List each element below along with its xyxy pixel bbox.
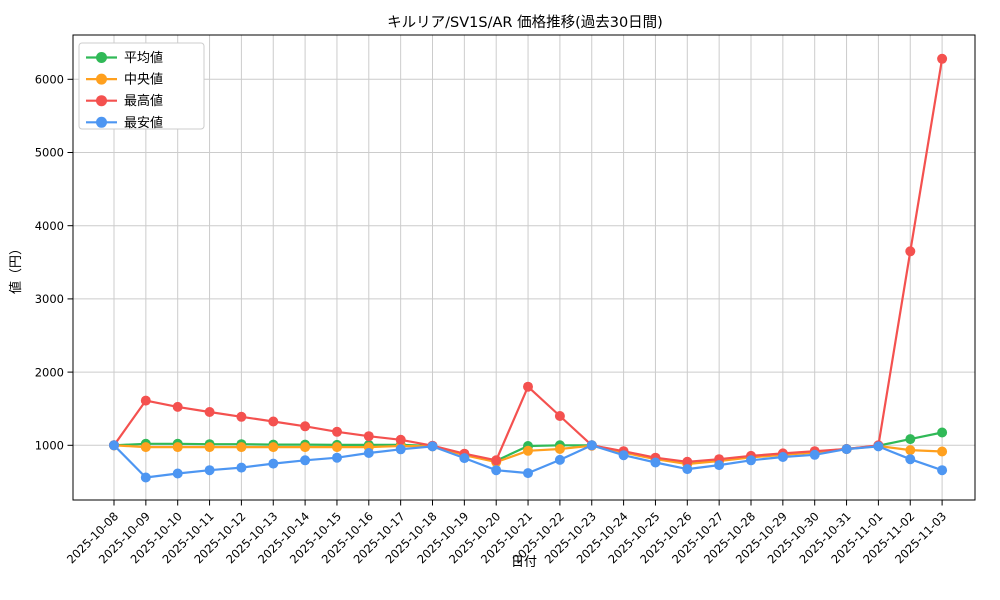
data-point	[714, 460, 725, 471]
legend-item-label: 最高値	[124, 93, 163, 109]
y-tick-label: 4000	[35, 219, 64, 233]
data-point	[363, 448, 374, 458]
data-point	[395, 434, 406, 445]
data-point	[332, 452, 342, 463]
legend-marker	[96, 52, 107, 63]
data-point	[618, 450, 629, 461]
chart-title: キルリア/SV1S/AR 価格推移(過去30日間)	[387, 14, 663, 31]
data-point	[937, 465, 948, 476]
data-point	[236, 411, 247, 422]
data-point	[332, 426, 342, 437]
legend-item-平均値: 平均値	[86, 50, 163, 66]
data-point	[523, 445, 533, 456]
data-point	[905, 454, 916, 465]
y-tick-label: 2000	[35, 365, 64, 379]
data-point	[363, 431, 374, 442]
data-point	[204, 465, 215, 476]
data-point	[682, 456, 693, 467]
data-point	[873, 441, 884, 452]
data-point	[268, 416, 279, 427]
data-point	[777, 452, 788, 462]
data-point	[459, 453, 470, 464]
data-point	[491, 465, 502, 476]
legend-box	[78, 42, 205, 130]
y-tick-label: 5000	[35, 146, 64, 160]
data-point	[204, 407, 215, 417]
data-point	[300, 455, 311, 466]
data-point	[332, 442, 342, 453]
data-point	[937, 427, 948, 438]
data-point	[172, 401, 183, 412]
data-point	[905, 445, 916, 456]
legend-marker	[96, 116, 107, 128]
legend-item-label: 最安値	[124, 115, 163, 131]
data-point	[109, 440, 119, 451]
data-point	[236, 442, 247, 453]
data-point	[650, 457, 661, 468]
data-point	[395, 444, 406, 455]
data-point	[586, 440, 597, 451]
data-point	[841, 444, 852, 455]
data-point	[140, 472, 151, 483]
data-point	[905, 246, 916, 257]
x-axis-label: 日付	[511, 555, 537, 570]
data-point	[204, 442, 215, 453]
data-point	[937, 446, 948, 457]
series-layer	[109, 53, 948, 483]
data-point	[746, 455, 756, 466]
data-point	[140, 442, 151, 453]
data-point	[554, 411, 565, 421]
legend-item-label: 中央値	[124, 72, 163, 88]
legend-marker	[96, 73, 107, 85]
y-axis: 1000 2000 3000 4000 5000 6000	[35, 73, 73, 453]
legend-item-最安値: 最安値	[86, 115, 163, 131]
data-point	[554, 454, 565, 465]
data-point	[268, 442, 279, 453]
data-point	[427, 441, 438, 452]
data-point	[523, 381, 533, 392]
legend-marker	[96, 95, 107, 107]
data-point	[140, 395, 151, 406]
plot-border	[72, 34, 976, 501]
y-tick-label: 1000	[35, 439, 64, 453]
data-point	[172, 468, 183, 479]
legend-item-label: 平均値	[124, 50, 163, 66]
data-point	[523, 468, 533, 479]
data-point	[300, 421, 311, 432]
y-tick-label: 6000	[35, 73, 64, 87]
data-point	[172, 442, 183, 453]
series-最安値	[109, 440, 948, 483]
data-point	[300, 442, 311, 453]
data-point	[682, 464, 693, 475]
data-point	[937, 53, 948, 64]
data-point	[809, 449, 820, 460]
data-point	[905, 434, 916, 445]
y-tick-label: 3000	[35, 292, 64, 306]
y-axis-label: 値（円）	[8, 242, 24, 294]
legend-item-最高値: 最高値	[86, 93, 163, 109]
data-point	[554, 444, 565, 454]
data-point	[236, 462, 247, 473]
data-point	[491, 455, 502, 466]
legend-item-中央値: 中央値	[86, 72, 163, 88]
data-point	[268, 458, 279, 469]
